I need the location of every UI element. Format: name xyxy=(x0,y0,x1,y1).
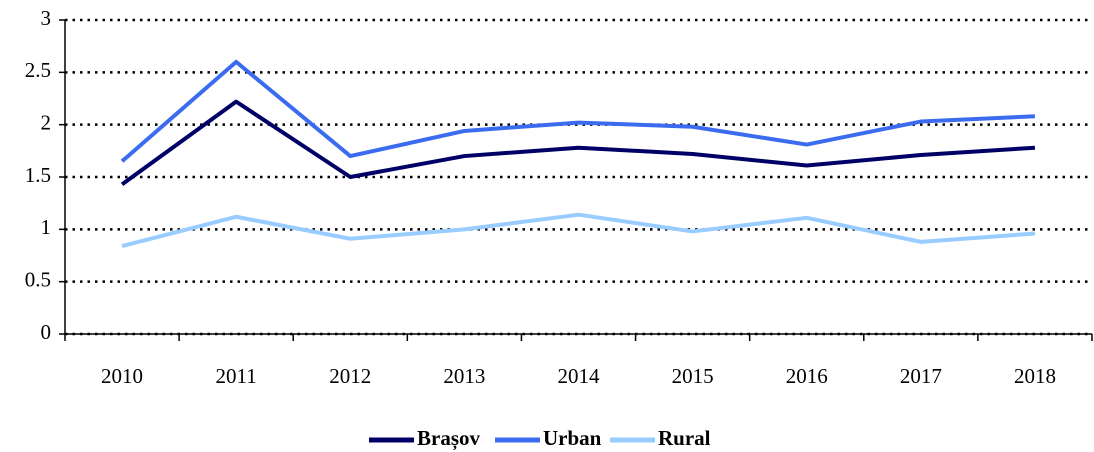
x-tick-label: 2018 xyxy=(1014,364,1056,388)
legend-label: Brașov xyxy=(417,426,481,451)
x-tick-label: 2011 xyxy=(216,364,257,388)
y-tick-label: 1 xyxy=(41,215,52,239)
series-line xyxy=(120,99,1036,186)
y-tick-label: 2 xyxy=(41,110,52,134)
x-tick-label: 2017 xyxy=(900,364,942,388)
x-tick-label: 2012 xyxy=(329,364,371,388)
x-tick-label: 2014 xyxy=(558,364,601,388)
y-tick-label: 0.5 xyxy=(25,267,51,291)
series-line xyxy=(121,212,1036,249)
x-tick-label: 2015 xyxy=(672,364,714,388)
x-tick-label: 2016 xyxy=(786,364,828,388)
legend-label: Rural xyxy=(658,426,711,450)
y-tick-label: 1.5 xyxy=(25,163,51,187)
y-tick-label: 0 xyxy=(41,320,52,344)
y-tick-label: 3 xyxy=(41,6,52,30)
y-tick-label: 2.5 xyxy=(25,58,51,82)
series-line xyxy=(120,59,1036,163)
x-tick-label: 2013 xyxy=(443,364,485,388)
x-tick-label: 2010 xyxy=(101,364,143,388)
legend-label: Urban xyxy=(543,426,602,450)
